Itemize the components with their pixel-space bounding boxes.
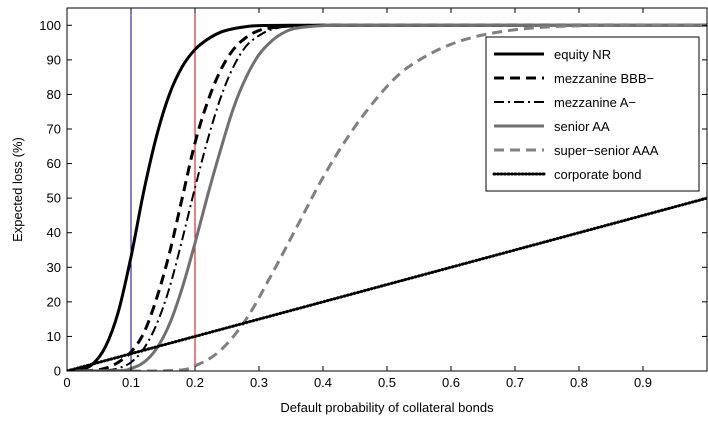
x-tick-label: 0.6 [442,375,460,390]
legend-label-6: corporate bond [554,167,641,182]
x-tick-label: 0.9 [634,375,652,390]
series-line-6 [67,196,707,371]
y-axis-title: Expected loss (%) [10,137,25,242]
legend-label-3: mezzanine A− [554,95,636,110]
legend: equity NR mezzanine BBB− mezzanine A− senio… [485,36,700,192]
legend-label-2: mezzanine BBB− [554,71,654,86]
legend-label-5: super−senior AAA [554,143,659,158]
y-tick-label: 30 [47,260,61,275]
reference-lines [130,8,196,371]
y-tick-label: 20 [47,294,61,309]
y-tick-label: 10 [47,329,61,344]
series-line-4 [67,23,707,371]
x-tick-label: 0.8 [570,375,588,390]
x-tick-label: 0.2 [186,375,204,390]
x-axis-title: Default probability of collateral bonds [280,400,494,415]
legend-box [485,36,700,192]
series-line-5 [67,23,707,371]
y-tick-label: 50 [47,191,61,206]
x-tick-label: 0.7 [506,375,524,390]
x-tick-label: 0.4 [314,375,332,390]
x-tick-label: 0 [63,375,70,390]
y-tick-label: 60 [47,156,61,171]
legend-label-1: equity NR [554,47,611,62]
y-tick-label: 100 [39,18,61,33]
x-tick-label: 0.3 [250,375,268,390]
y-tick-label: 40 [47,225,61,240]
y-tick-label: 80 [47,87,61,102]
x-tick-label: 0.1 [122,375,140,390]
legend-label-4: senior AA [554,119,610,134]
x-tick-label: 0.5 [378,375,396,390]
y-tick-label: 90 [47,52,61,67]
y-tick-label: 0 [54,364,61,379]
series-group [67,23,707,371]
y-tick-label: 70 [47,122,61,137]
axes: 0 0.1 0.2 0.3 0.4 0.5 0.6 0.7 0.8 0.9 0 10 20 30 40 50 6… [39,7,708,390]
